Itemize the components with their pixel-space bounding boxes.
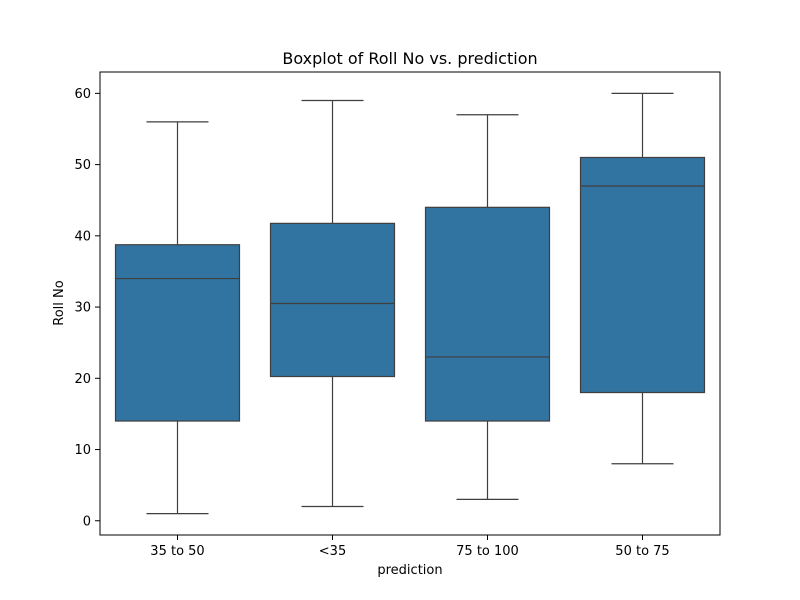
y-tick-label: 10 — [74, 443, 91, 458]
x-tick-label: 75 to 100 — [456, 544, 519, 559]
y-axis-label: Roll No — [52, 280, 67, 325]
x-tick-label: 50 to 75 — [615, 544, 669, 559]
y-tick-label: 60 — [74, 87, 91, 102]
chart-title: Boxplot of Roll No vs. prediction — [282, 49, 537, 68]
x-axis: 35 to 50 <35 75 to 100 50 to 75 — [150, 535, 670, 559]
box-iqr — [424, 206, 551, 422]
box-group-1 — [114, 121, 241, 515]
y-tick-label: 20 — [74, 372, 91, 387]
box-iqr — [114, 244, 241, 422]
y-tick-label: 30 — [74, 301, 91, 316]
y-tick-label: 40 — [74, 229, 91, 244]
plot-frame — [99, 71, 721, 536]
box-group-2 — [269, 99, 396, 508]
y-tick-label: 50 — [74, 158, 91, 173]
box-group-3 — [424, 114, 551, 500]
box-group-4 — [579, 92, 706, 465]
y-tick-label: 0 — [83, 514, 91, 529]
x-tick-label: <35 — [319, 544, 346, 559]
box-iqr — [269, 222, 396, 378]
y-axis: 0 10 20 30 40 50 60 — [74, 87, 100, 529]
plot-area — [114, 92, 706, 515]
x-axis-label: prediction — [377, 563, 442, 578]
x-tick-label: 35 to 50 — [150, 544, 204, 559]
box-iqr — [579, 156, 706, 394]
